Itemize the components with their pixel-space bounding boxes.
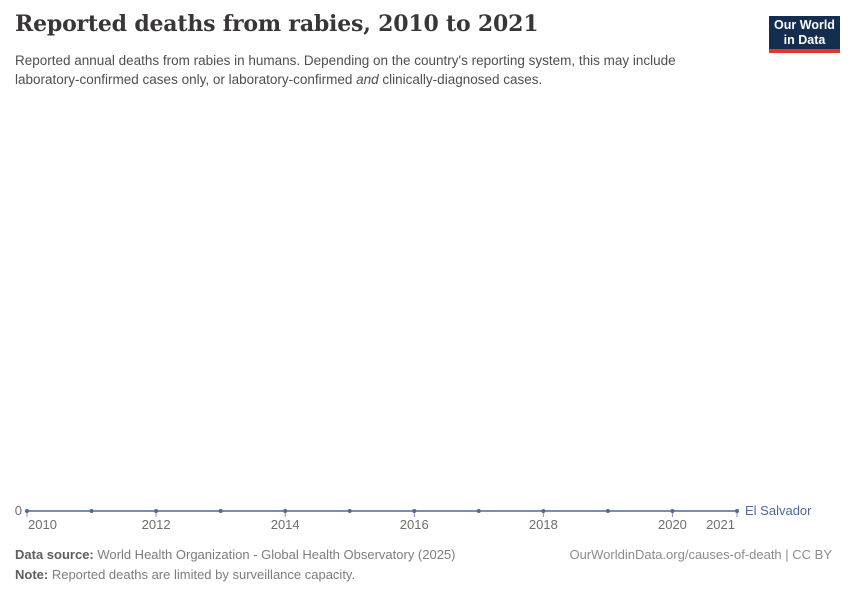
note-line: Note: Reported deaths are limited by sur… <box>15 565 832 585</box>
data-source-text: World Health Organization - Global Healt… <box>93 547 456 562</box>
page-title: Reported deaths from rabies, 2010 to 202… <box>15 11 539 37</box>
y-axis-zero-label: 0 <box>15 503 22 518</box>
x-axis-tick-label: 2014 <box>271 517 300 532</box>
note-text: Reported deaths are limited by surveilla… <box>48 567 356 582</box>
subtitle-text-end: clinically-diagnosed cases. <box>378 71 543 87</box>
chart-footer: Data source: World Health Organization -… <box>15 545 832 585</box>
subtitle-italic-word: and <box>356 71 379 87</box>
x-axis-tick-label: 2016 <box>400 517 429 532</box>
x-axis-tick-label: 2012 <box>142 517 171 532</box>
data-point <box>541 509 546 513</box>
owid-logo-line2: in Data <box>783 32 826 47</box>
note-label: Note: <box>15 567 49 582</box>
rabies-line-chart: 0 2010 2012 2014 2016 2018 2020 2021 El Salvador <box>15 503 812 532</box>
owid-logo: Our World in Data <box>769 16 840 53</box>
x-axis-tick-label: 2018 <box>529 517 558 532</box>
data-point <box>670 509 675 513</box>
series-label-el-salvador[interactable]: El Salvador <box>745 503 812 518</box>
chart-subtitle: Reported annual deaths from rabies in hu… <box>15 52 740 89</box>
data-point <box>218 509 223 513</box>
data-point <box>25 509 29 513</box>
data-point <box>412 509 417 513</box>
x-axis-tick-label: 2010 <box>28 517 57 532</box>
attribution-link[interactable]: OurWorldinData.org/causes-of-death | CC … <box>569 547 832 562</box>
data-point <box>347 509 352 513</box>
x-axis-tick-label: 2020 <box>658 517 687 532</box>
data-point <box>89 509 94 513</box>
data-source-line: Data source: World Health Organization -… <box>15 545 456 565</box>
data-point <box>735 509 739 513</box>
x-axis-tick-label: 2021 <box>706 517 735 532</box>
data-point <box>605 509 610 513</box>
data-point <box>283 509 288 513</box>
subtitle-text: Reported annual deaths from rabies in hu… <box>15 53 676 87</box>
owid-logo-line1: Our World <box>774 17 835 32</box>
data-source-label: Data source: <box>15 547 94 562</box>
data-point <box>476 509 481 513</box>
data-point <box>154 509 159 513</box>
